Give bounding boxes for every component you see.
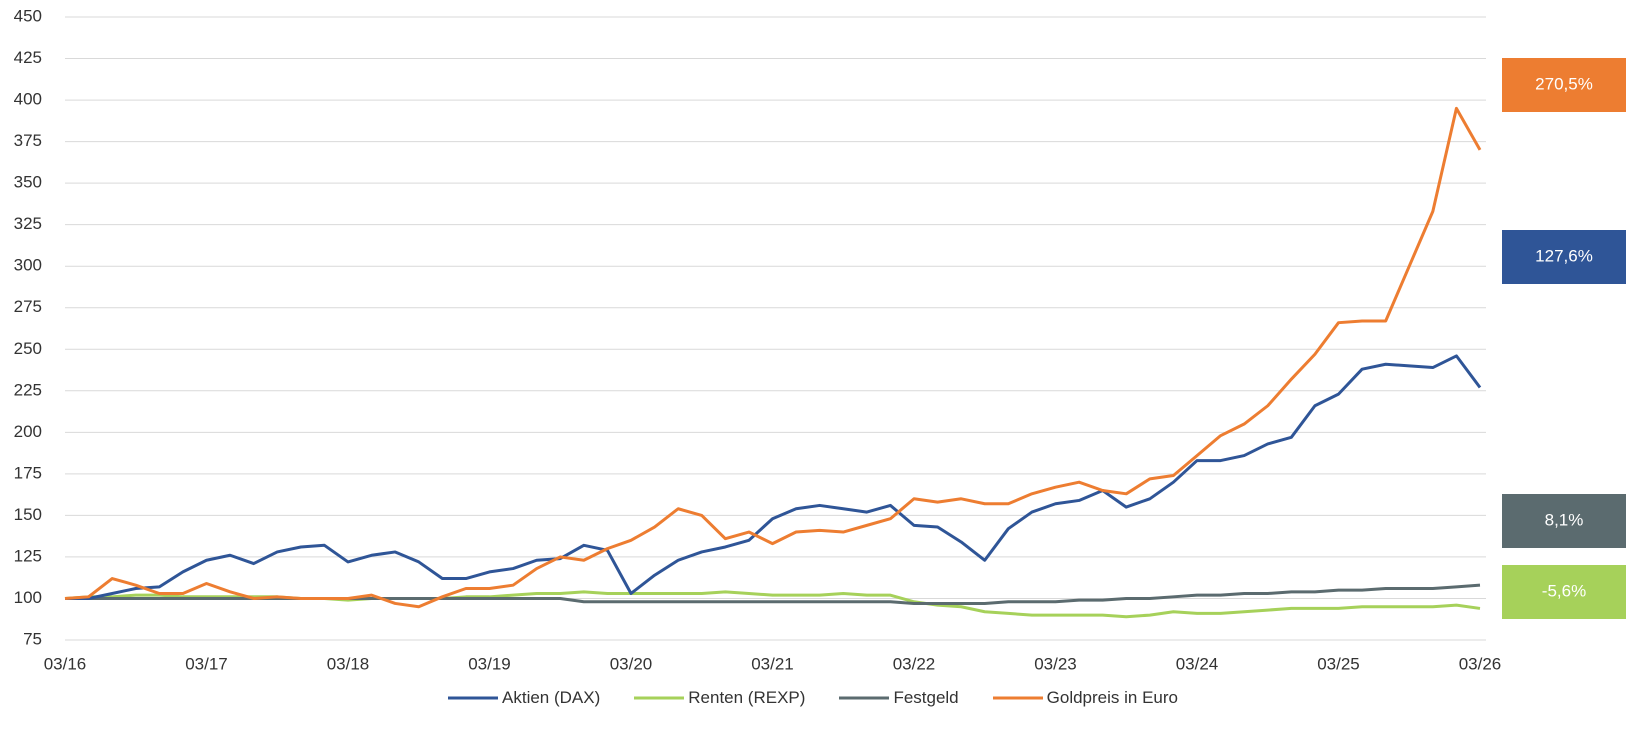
y-tick-label: 75 bbox=[23, 629, 42, 648]
x-tick-label: 03/22 bbox=[893, 654, 936, 673]
x-tick-label: 03/20 bbox=[610, 654, 653, 673]
legend-item: Goldpreis in Euro bbox=[992, 688, 1178, 708]
legend-item: Festgeld bbox=[839, 688, 959, 708]
end-label-box bbox=[1502, 565, 1626, 619]
y-tick-label: 350 bbox=[14, 173, 42, 192]
x-tick-label: 03/25 bbox=[1317, 654, 1360, 673]
y-tick-label: 300 bbox=[14, 256, 42, 275]
y-tick-label: 425 bbox=[14, 48, 42, 67]
end-label-box bbox=[1502, 230, 1626, 284]
end-label-box bbox=[1502, 58, 1626, 112]
end-label-box bbox=[1502, 494, 1626, 548]
x-tick-label: 03/21 bbox=[751, 654, 794, 673]
y-tick-label: 175 bbox=[14, 463, 42, 482]
y-tick-label: 125 bbox=[14, 546, 42, 565]
legend-label: Renten (REXP) bbox=[688, 688, 806, 707]
y-tick-label: 200 bbox=[14, 422, 42, 441]
chart: 75 100 125 150 175 200 225 250 275 300 325 350 375 40… bbox=[14, 6, 1626, 673]
x-tick-label: 03/18 bbox=[327, 654, 370, 673]
legend-swatch bbox=[634, 696, 685, 700]
x-tick-label: 03/26 bbox=[1459, 654, 1502, 673]
series-line bbox=[64, 106, 1482, 609]
x-tick-label: 03/19 bbox=[468, 654, 511, 673]
legend-label: Festgeld bbox=[893, 688, 959, 707]
end-label: 8,1% bbox=[1545, 510, 1584, 529]
x-tick-label: 03/24 bbox=[1176, 654, 1219, 673]
end-label: 127,6% bbox=[1535, 246, 1593, 265]
x-tick-label: 03/16 bbox=[44, 654, 87, 673]
legend-label: Aktien (DAX) bbox=[502, 688, 601, 707]
series-line bbox=[65, 354, 1482, 600]
legend-swatch bbox=[448, 696, 499, 700]
end-label: -5,6% bbox=[1542, 581, 1586, 600]
x-tick-label: 03/17 bbox=[185, 654, 228, 673]
y-tick-label: 325 bbox=[14, 214, 42, 233]
y-tick-label: 400 bbox=[14, 90, 42, 109]
y-tick-label: 450 bbox=[14, 6, 42, 25]
legend: Aktien (DAX) Renten (REXP) Festgeld Goldpre… bbox=[0, 688, 1626, 708]
y-tick-label: 150 bbox=[14, 505, 42, 524]
legend-item: Renten (REXP) bbox=[634, 688, 805, 708]
x-tick-label: 03/23 bbox=[1034, 654, 1077, 673]
y-tick-label: 275 bbox=[14, 297, 42, 316]
y-tick-label: 100 bbox=[14, 588, 42, 607]
legend-swatch bbox=[992, 696, 1043, 700]
y-tick-label: 250 bbox=[14, 339, 42, 358]
legend-item: Aktien (DAX) bbox=[448, 688, 600, 708]
legend-label: Goldpreis in Euro bbox=[1046, 688, 1178, 707]
y-tick-label: 375 bbox=[14, 131, 42, 150]
legend-swatch bbox=[839, 696, 890, 700]
end-label: 270,5% bbox=[1535, 74, 1593, 93]
y-tick-label: 225 bbox=[14, 380, 42, 399]
